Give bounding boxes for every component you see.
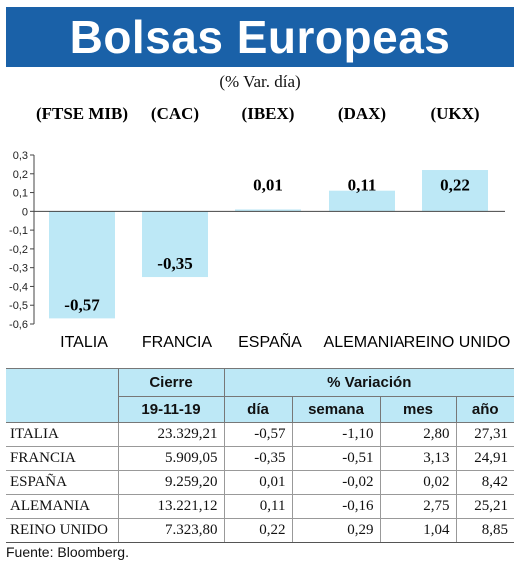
close-cell: 13.221,12 [117,494,224,519]
table-corner-cell [6,368,118,397]
category-label: ITALIA [60,334,108,351]
chart-title: Bolsas Europeas [6,7,514,67]
date-column-header: 19-11-19 [117,396,224,423]
y-tick-label: 0 [22,206,28,218]
bar [142,211,208,278]
week-column-header: semana [291,396,380,423]
source-note: Fuente: Bloomberg. [6,544,129,560]
day-cell: -0,57 [223,422,292,447]
week-cell: 0,29 [291,518,380,543]
close-cell: 5.909,05 [117,446,224,471]
month-cell: 2,80 [379,422,456,447]
country-cell: ALEMANIA [6,494,118,519]
month-cell: 2,75 [379,494,456,519]
week-cell: -0,51 [291,446,380,471]
y-tick-label: -0,5 [9,300,28,312]
category-label: ESPAÑA [238,331,302,351]
country-cell: ESPAÑA [6,470,118,495]
close-cell: 9.259,20 [117,470,224,495]
chart-subtitle: (% Var. día) [219,72,301,91]
y-tick-label: -0,1 [9,225,28,237]
month-cell: 1,04 [379,518,456,543]
variation-group-header: % Variación [223,368,515,397]
day-cell: 0,01 [223,470,292,495]
close-cell: 7.323,80 [117,518,224,543]
month-cell: 0,02 [379,470,456,495]
month-column-header: mes [379,396,456,423]
data-label: 0,22 [440,175,470,194]
close-cell: 23.329,21 [117,422,224,447]
y-tick-label: -0,3 [9,263,28,275]
category-label: ALEMANIA [324,334,405,351]
close-group-header: Cierre [117,368,224,397]
y-tick-label: -0,6 [9,319,28,331]
week-cell: -0,02 [291,470,380,495]
index-label: (CAC) [151,104,199,123]
week-cell: -0,16 [291,494,380,519]
data-label: -0,35 [157,254,192,273]
year-cell: 8,85 [455,518,515,543]
country-cell: ITALIA [6,422,118,447]
y-tick-label: -0,2 [9,244,28,256]
month-cell: 3,13 [379,446,456,471]
day-cell: 0,11 [223,494,292,519]
bar [49,211,115,319]
day-cell: -0,35 [223,446,292,471]
bar [329,190,395,212]
index-label: (FTSE MIB) [36,104,128,123]
y-tick-label: 0,3 [13,150,28,162]
bar-chart: (FTSE MIB) (CAC) (IBEX) (DAX) (UKX) 0,3 0,2 0,1… [9,104,511,351]
index-label: (DAX) [338,104,386,123]
data-table: Cierre % Variación 19-11-19 día semana m… [6,368,515,543]
week-cell: -1,10 [291,422,380,447]
y-tick-label: 0,1 [13,188,28,200]
country-cell: FRANCIA [6,446,118,471]
year-cell: 8,42 [455,470,515,495]
table-row: REINO UNIDO 7.323,80 0,22 0,29 1,04 8,85 [6,518,515,543]
table-corner-cell [6,396,118,423]
bar [422,170,488,212]
table-column-header-row: 19-11-19 día semana mes año [6,396,515,423]
country-cell: REINO UNIDO [6,518,118,543]
category-label: REINO UNIDO [404,334,511,351]
category-label: FRANCIA [142,334,213,351]
year-cell: 24,91 [455,446,515,471]
table-row: FRANCIA 5.909,05 -0,35 -0,51 3,13 24,91 [6,446,515,471]
table-row: ALEMANIA 13.221,12 0,11 -0,16 2,75 25,21 [6,494,515,519]
year-column-header: año [455,396,515,423]
table-row: ESPAÑA 9.259,20 0,01 -0,02 0,02 8,42 [6,470,515,495]
table-group-header-row: Cierre % Variación [6,368,515,397]
data-label: -0,57 [64,295,100,314]
data-label: 0,01 [253,175,283,194]
y-tick-label: -0,4 [9,281,28,293]
y-tick-label: 0,2 [13,169,28,181]
table-row: ITALIA 23.329,21 -0,57 -1,10 2,80 27,31 [6,422,515,447]
bar [235,209,301,212]
year-cell: 27,31 [455,422,515,447]
index-label: (IBEX) [242,104,295,123]
index-label: (UKX) [430,104,479,123]
year-cell: 25,21 [455,494,515,519]
day-column-header: día [223,396,292,423]
data-label: 0,11 [348,175,377,194]
day-cell: 0,22 [223,518,292,543]
